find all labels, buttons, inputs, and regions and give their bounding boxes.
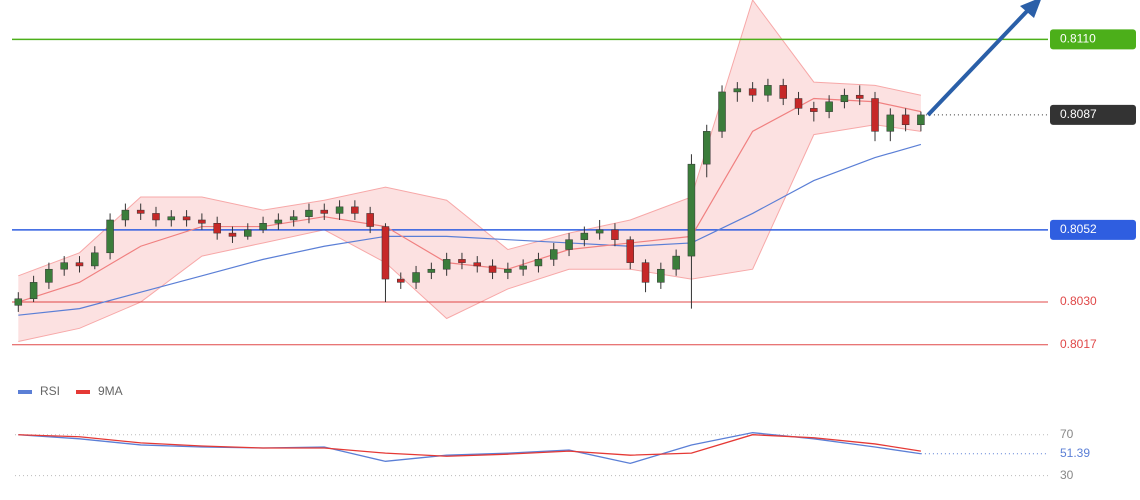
candle-body — [473, 262, 482, 267]
candle-body — [580, 232, 589, 240]
level-label-box — [1050, 29, 1136, 50]
candle-body — [381, 226, 390, 280]
candle-body — [259, 223, 267, 231]
candle-body — [244, 229, 252, 237]
bollinger-band — [18, 0, 921, 342]
moving-average — [18, 143, 922, 316]
current-price-box — [1050, 104, 1136, 125]
candle-body — [136, 209, 145, 214]
level-label: 0.8017 — [1060, 337, 1097, 351]
candle-body — [810, 108, 818, 112]
candle-body — [565, 239, 573, 250]
candle-body — [764, 85, 772, 96]
price-panel: 0.8110 0.8052 0.8030 0.8017 0.8087 — [12, 0, 1136, 351]
candle-body — [779, 85, 787, 99]
level-label: 0.8030 — [1060, 294, 1097, 308]
candle-body — [917, 114, 925, 126]
candle-body — [351, 206, 359, 214]
candle-body — [488, 265, 497, 273]
candle-body — [106, 219, 114, 254]
candle-body — [14, 298, 23, 306]
candle-body — [534, 259, 543, 267]
arrow-head — [1020, 0, 1041, 18]
level-label-box — [1050, 219, 1136, 240]
candle-body — [519, 265, 527, 270]
candle-body — [427, 268, 436, 273]
series-line — [18, 434, 922, 457]
legend-label: 9MA — [98, 384, 123, 398]
candle-body — [641, 262, 650, 283]
candle-body — [60, 262, 68, 270]
rsi-panel: 30 70 RSI 9MA 51.39 — [15, 384, 1090, 482]
y-tick-label: 30 — [1060, 468, 1074, 482]
candle-body — [121, 209, 130, 221]
band-edge — [18, 124, 921, 342]
candle-body — [611, 229, 619, 240]
candle-body — [397, 278, 405, 283]
candle-body — [289, 216, 298, 221]
candle-body — [855, 94, 864, 99]
candle-body — [45, 268, 53, 283]
current-price-label: 0.8087 — [1060, 107, 1097, 121]
current-rsi-label: 51.39 — [1060, 446, 1090, 460]
candle-body — [687, 163, 696, 257]
candle-body — [871, 98, 879, 132]
candle-body — [595, 229, 604, 234]
candle-body — [412, 272, 420, 283]
candle-body — [840, 94, 849, 103]
candle-body — [504, 268, 512, 273]
candle-body — [335, 206, 344, 214]
candle-body — [458, 259, 466, 263]
candle-body — [657, 268, 665, 283]
candle-body — [794, 98, 803, 109]
candle-body — [672, 255, 680, 270]
candle-body — [182, 216, 191, 221]
candle-body — [442, 259, 451, 270]
candle-body — [167, 216, 176, 221]
candle-body — [733, 88, 742, 93]
candle-body — [198, 219, 206, 224]
candle-body — [320, 209, 329, 214]
candle-body — [274, 219, 283, 224]
candle-body — [549, 249, 558, 260]
candle-body — [825, 101, 833, 112]
level-label: 0.8110 — [1060, 32, 1096, 46]
candle-body — [901, 114, 910, 126]
legend-label: RSI — [40, 384, 60, 398]
candle-body — [886, 114, 895, 132]
candle-body — [702, 131, 711, 165]
y-tick-label: 70 — [1060, 427, 1074, 441]
candle-body — [75, 262, 84, 267]
candle-body — [29, 282, 38, 300]
candle-body — [626, 239, 634, 263]
candle-body — [718, 91, 726, 132]
candle-body — [91, 252, 99, 267]
arrow-shaft — [926, 6, 1032, 117]
candle-body — [748, 88, 757, 96]
band-edge — [18, 0, 922, 277]
candle-body — [366, 213, 374, 227]
candle-body — [213, 223, 221, 234]
candle-body — [305, 209, 313, 217]
candle-body — [228, 232, 237, 237]
candle-body — [152, 213, 160, 221]
forecast-arrow — [926, 0, 1041, 117]
level-label: 0.8052 — [1060, 222, 1097, 236]
